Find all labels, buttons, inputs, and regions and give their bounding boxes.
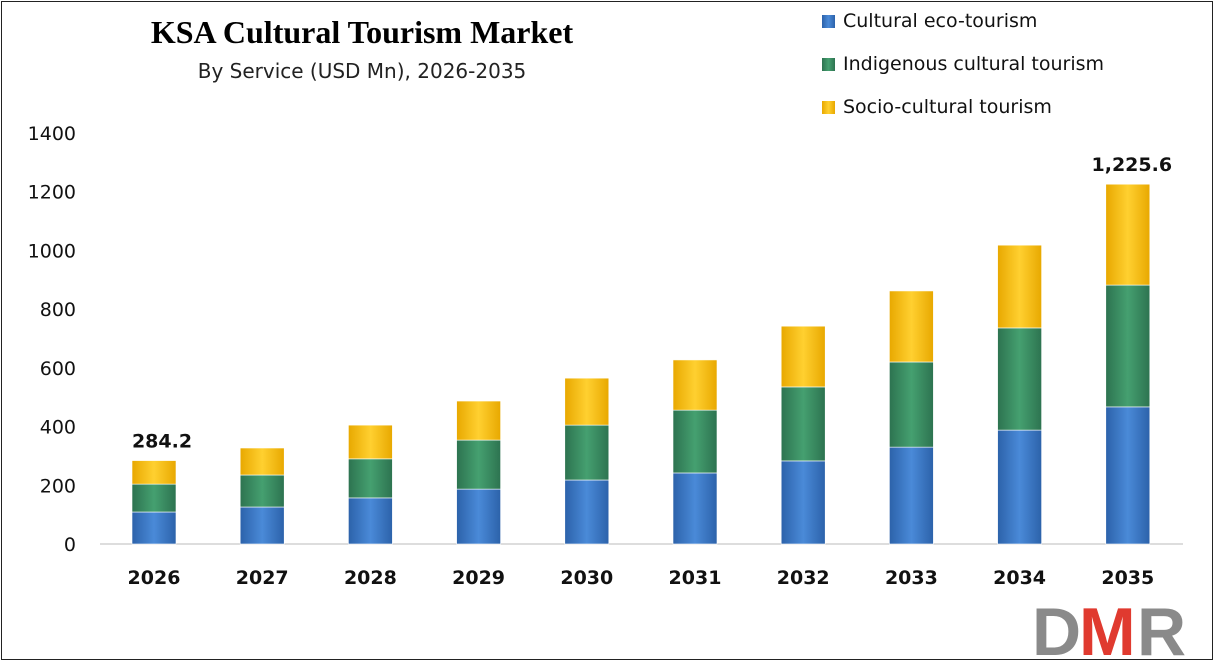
- x-tick-label: 2031: [669, 567, 722, 589]
- legend-swatch: [822, 15, 835, 28]
- bar-segment-socio-cultural-tourism: [564, 377, 610, 426]
- bar-segment-cultural-eco-tourism: [564, 479, 610, 545]
- bar-segment-socio-cultural-tourism: [997, 244, 1042, 329]
- x-tick-label: 2027: [236, 567, 289, 589]
- chart-title: KSA Cultural Tourism Market: [151, 14, 574, 50]
- legend-label: Socio-cultural tourism: [843, 96, 1052, 118]
- legend-label: Indigenous cultural tourism: [843, 53, 1104, 75]
- bar-segment-indigenous-cultural-tourism: [131, 483, 177, 513]
- x-tick-label: 2026: [128, 567, 181, 589]
- y-tick-label: 400: [40, 417, 76, 439]
- legend-swatch: [822, 58, 835, 71]
- bar-segment-socio-cultural-tourism: [456, 400, 501, 441]
- bar-segment-indigenous-cultural-tourism: [348, 458, 393, 499]
- x-tick-label: 2030: [560, 567, 613, 589]
- logo-letter-m: M: [1079, 594, 1136, 663]
- bar-segment-indigenous-cultural-tourism: [1105, 284, 1151, 408]
- y-tick-label: 1200: [28, 182, 76, 204]
- x-tick-label: 2029: [452, 567, 505, 589]
- bar-segment-cultural-eco-tourism: [672, 472, 718, 545]
- bar-segment-indigenous-cultural-tourism: [239, 474, 285, 508]
- bar-segment-socio-cultural-tourism: [131, 460, 177, 485]
- logo-letter-d: D: [1032, 594, 1081, 663]
- bar-segment-indigenous-cultural-tourism: [997, 327, 1042, 431]
- y-tick-label: 1400: [28, 123, 76, 145]
- bar-segment-indigenous-cultural-tourism: [672, 409, 718, 474]
- bar-segment-cultural-eco-tourism: [889, 446, 934, 545]
- bar-segment-socio-cultural-tourism: [1105, 183, 1151, 286]
- chart-subtitle: By Service (USD Mn), 2026-2035: [198, 59, 527, 83]
- y-tick-label: 800: [40, 299, 76, 321]
- bar-segment-cultural-eco-tourism: [456, 488, 501, 545]
- bar-segment-cultural-eco-tourism: [780, 460, 826, 545]
- x-tick-label: 2034: [993, 567, 1046, 589]
- y-tick-label: 0: [64, 534, 76, 556]
- logo-letter-r: R: [1137, 594, 1186, 663]
- bar-segment-socio-cultural-tourism: [889, 290, 934, 363]
- y-tick-label: 200: [40, 475, 76, 497]
- bar-segment-indigenous-cultural-tourism: [564, 424, 610, 481]
- x-tick-label: 2033: [885, 567, 938, 589]
- bar-segment-cultural-eco-tourism: [348, 497, 393, 545]
- bar-segment-indigenous-cultural-tourism: [780, 386, 826, 462]
- bar-segment-indigenous-cultural-tourism: [456, 439, 501, 490]
- bar-segment-socio-cultural-tourism: [672, 359, 718, 411]
- data-label: 1,225.6: [1092, 154, 1173, 176]
- bar-segment-cultural-eco-tourism: [131, 511, 177, 545]
- y-tick-label: 600: [40, 358, 76, 380]
- legend-label: Cultural eco-tourism: [843, 10, 1037, 32]
- y-tick-label: 1000: [28, 240, 76, 262]
- bar-segment-cultural-eco-tourism: [1105, 406, 1151, 545]
- data-label: 284.2: [132, 431, 192, 453]
- legend-swatch: [822, 101, 835, 114]
- bar-segment-socio-cultural-tourism: [780, 325, 826, 388]
- x-tick-label: 2032: [777, 567, 830, 589]
- x-tick-label: 2028: [344, 567, 397, 589]
- bar-segment-indigenous-cultural-tourism: [889, 361, 934, 448]
- bar-segment-cultural-eco-tourism: [239, 506, 285, 545]
- bar-segment-socio-cultural-tourism: [348, 424, 393, 460]
- dmr-logo: D M R: [1032, 594, 1186, 663]
- x-tick-label: 2035: [1101, 567, 1154, 589]
- bar-segment-cultural-eco-tourism: [997, 429, 1042, 545]
- bar-segment-socio-cultural-tourism: [239, 447, 285, 476]
